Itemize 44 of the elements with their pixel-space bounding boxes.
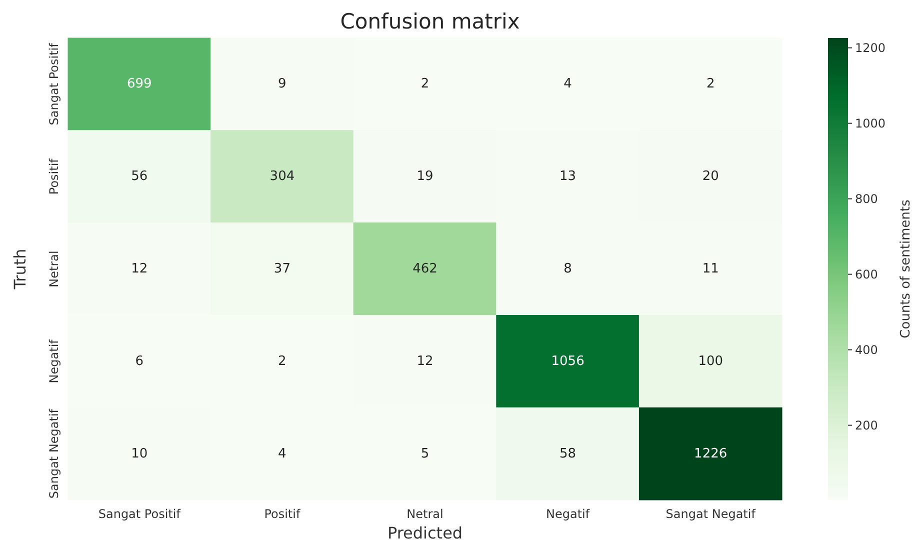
data-label: 4 [278,446,286,462]
color-bar-label: 400 [855,342,878,357]
y-tick-label: Sangat Positif [47,42,61,126]
data-label: 12 [416,354,434,369]
data-label: 2 [706,76,715,92]
data-label: 37 [274,262,290,276]
data-label: 13 [560,169,576,184]
data-label: 462 [412,262,438,276]
color-bar-label: 600 [855,267,878,282]
color-bar-label: 200 [855,418,878,432]
data-label: 8 [564,262,572,276]
data-label: 100 [698,354,724,369]
y-tick-label: Negatif [47,338,61,384]
data-label: 20 [702,169,719,184]
data-label: 56 [131,169,148,184]
x-tick-label: Negatif [546,507,590,521]
data-label: 10 [131,446,148,462]
x-axis-title: Predicted [387,523,463,542]
color-bar-title: Counts of sentiments [898,199,914,338]
y-tick-label: Positif [47,158,61,195]
y-axis-title: Truth [10,248,30,290]
chart-title: Confusion matrix [340,10,520,34]
data-label: 304 [270,169,295,184]
x-tick-label: Positif [264,507,301,521]
x-tick-label: Netral [406,507,444,521]
data-label: 1056 [551,354,584,369]
y-tick-label: Netral [47,250,61,288]
data-label: 5 [420,446,430,462]
color-bar-label: 1000 [855,116,886,130]
data-label: 2 [278,354,286,369]
data-label: 19 [416,169,434,184]
data-label: 4 [564,76,572,92]
data-label: 58 [560,446,576,462]
x-tick-label: Sangat Positif [98,507,182,521]
color-bar-label: 800 [855,192,878,206]
data-label: 9 [278,76,286,92]
color-bar-label: 1200 [855,40,886,55]
data-label: 1226 [694,446,728,462]
data-label: 6 [135,354,144,369]
data-label: 12 [131,262,148,276]
data-label: 11 [702,262,719,276]
x-tick-label: Sangat Negatif [666,507,756,521]
data-label: 2 [420,76,430,92]
data-label: 699 [126,76,152,92]
